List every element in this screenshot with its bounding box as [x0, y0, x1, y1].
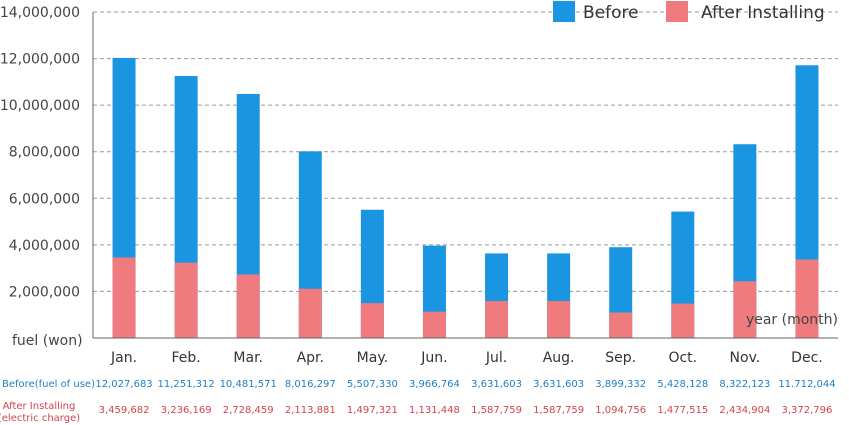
- value-before: 3,631,603: [471, 379, 522, 390]
- y-tick-label: 4,000,000: [9, 238, 80, 254]
- y-tick-label: 10,000,000: [0, 98, 80, 114]
- value-before: 11,251,312: [157, 379, 214, 390]
- value-after: 3,372,796: [782, 405, 833, 416]
- value-after: 1,094,756: [595, 405, 646, 416]
- y-tick-label: 12,000,000: [0, 52, 80, 68]
- bar-after: [733, 281, 757, 338]
- value-after: 2,728,459: [223, 405, 274, 416]
- y-tick-label: 8,000,000: [9, 145, 80, 161]
- y-tick-label: 14,000,000: [0, 5, 80, 21]
- legend: Before After Installing: [553, 1, 825, 23]
- value-after: 2,434,904: [719, 405, 770, 416]
- value-after: 1,587,759: [471, 405, 522, 416]
- value-before: 11.712,044: [778, 379, 835, 390]
- bar-after: [112, 257, 136, 338]
- x-tick-label: Oct.: [668, 350, 697, 366]
- x-tick-label: Apr.: [297, 350, 324, 366]
- bar-after: [485, 301, 509, 338]
- value-before: 12,027,683: [95, 379, 152, 390]
- value-before: 3,966,764: [409, 379, 460, 390]
- x-tick-label: Sep.: [605, 350, 636, 366]
- x-tick-label: Jun.: [420, 350, 447, 366]
- bar-after: [547, 301, 571, 338]
- value-after: 1,497,321: [347, 405, 398, 416]
- row-label-after-line1: After Installing: [3, 401, 76, 412]
- bar-after: [174, 262, 198, 338]
- value-before: 3,631,603: [533, 379, 584, 390]
- value-before: 8,016,297: [285, 379, 336, 390]
- bar-after: [671, 303, 695, 338]
- row-label-after-line2: (electric charge): [0, 413, 80, 424]
- value-after: 1,131,448: [409, 405, 460, 416]
- value-before: 5,507,330: [347, 379, 398, 390]
- x-tick-label: Jan.: [110, 350, 137, 366]
- x-tick-label: May.: [357, 350, 388, 366]
- y-tick-label: 6,000,000: [9, 191, 80, 207]
- data-table: Before(fuel of use) After Installing(elec…: [0, 379, 836, 424]
- value-before: 3,899,332: [595, 379, 646, 390]
- legend-label-before: Before: [583, 3, 639, 23]
- x-axis-title: year (month): [746, 312, 838, 328]
- x-tick-label: Mar.: [233, 350, 263, 366]
- bar-after: [609, 312, 633, 338]
- bar-after: [795, 259, 819, 338]
- x-tick-label: Feb.: [172, 350, 201, 366]
- value-before: 5,428,128: [657, 379, 708, 390]
- row-label-before: Before(fuel of use): [2, 379, 95, 390]
- legend-label-after: After Installing: [701, 3, 825, 23]
- gridlines: [93, 11, 838, 292]
- x-axis: Jan. Feb. Mar. Apr. May. Jun. Jul. Aug. Sep. Oct.…: [93, 312, 838, 366]
- value-after: 3,459,682: [99, 405, 150, 416]
- value-after: 2,113,881: [285, 405, 336, 416]
- value-before: 8,322,123: [719, 379, 770, 390]
- bars: [112, 57, 819, 339]
- value-after: 3,236,169: [161, 405, 212, 416]
- y-tick-label: 2,000,000: [9, 284, 80, 300]
- x-tick-label: Dec.: [791, 350, 823, 366]
- legend-swatch-before: [553, 1, 575, 22]
- value-before: 10,481,571: [220, 379, 277, 390]
- bar-after: [360, 303, 384, 338]
- value-after: 1,587,759: [533, 405, 584, 416]
- x-tick-label: Aug.: [543, 350, 575, 366]
- x-tick-label: Jul.: [485, 350, 507, 366]
- y-axis: 2,000,000 4,000,000 6,000,000 8,000,000 10,0…: [0, 5, 94, 349]
- bar-after: [236, 274, 260, 338]
- y-axis-title: fuel (won): [12, 333, 83, 349]
- bar-after: [422, 311, 446, 338]
- legend-swatch-after: [666, 1, 688, 22]
- x-tick-label: Nov.: [730, 350, 761, 366]
- bar-after: [298, 288, 322, 338]
- value-after: 1,477,515: [657, 405, 708, 416]
